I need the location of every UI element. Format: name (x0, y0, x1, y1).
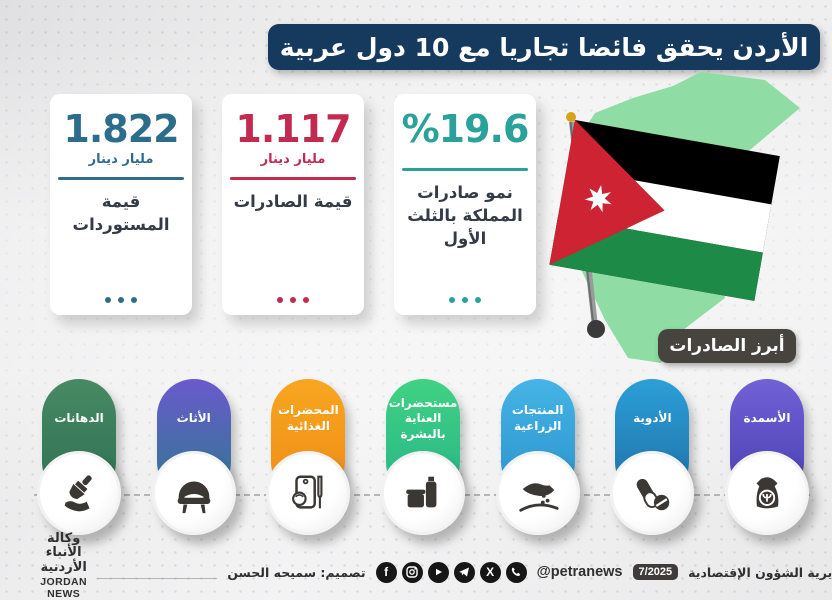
agricultural-products-label: المنتجات الزراعية (511, 403, 564, 433)
hand-seeds-icon (519, 483, 559, 512)
top-exports-badge: أبرز الصادرات (658, 329, 796, 363)
jordan-flag (549, 119, 780, 301)
exports-row: الأسمدة الأدوية (26, 379, 820, 555)
exports-stat-card: 1.117 مليار دينار قيمة الصادرات (222, 94, 364, 315)
facebook-icon[interactable]: f (375, 561, 397, 583)
export-item-furniture: الأثاث (141, 379, 247, 555)
top-exports-badge-label: أبرز الصادرات (669, 336, 785, 356)
instagram-icon[interactable] (401, 561, 423, 583)
agency-logo: وكالة الأنباء الأردنية JORDAN NEWS AGENC… (40, 530, 88, 600)
furniture-icon-circle (151, 451, 236, 535)
export-item-medicines: الأدوية (599, 379, 705, 555)
youtube-icon[interactable] (427, 561, 449, 583)
telegram-icon[interactable] (453, 561, 475, 583)
export-item-fertilizers: الأسمدة (714, 379, 820, 555)
cutting-board-icon (292, 475, 323, 509)
divider (402, 167, 528, 171)
pills-icon (637, 478, 670, 511)
exports-value: 1.117 (235, 107, 351, 151)
design-credit: تصميم: سميحه الحسن (227, 564, 366, 580)
divider (230, 176, 356, 180)
title-banner: الأردن يحقق فائضا تجاريا مع 10 دول عربية (268, 24, 820, 70)
medicines-icon-circle (610, 451, 695, 535)
export-item-skin-care: مستحضرات العناية بالبشرة (370, 379, 476, 555)
agency-name-arabic: وكالة الأنباء الأردنية (40, 530, 87, 576)
paints-label: الدهانات (54, 411, 104, 426)
footer-divider-line (97, 577, 218, 579)
seven-pointed-star (584, 185, 612, 213)
skin-care-icon-circle (381, 451, 466, 535)
exports-unit: مليار دينار (260, 151, 326, 167)
page-title: الأردن يحقق فائضا تجاريا مع 10 دول عربية (279, 32, 809, 62)
fertilizers-label: الأسمدة (743, 411, 791, 426)
furniture-label: الأثاث (176, 411, 211, 426)
fertilizer-sack-icon (756, 477, 779, 509)
dots-ornament (449, 289, 481, 303)
whatsapp-icon[interactable] (505, 561, 527, 583)
skin-care-label: مستحضرات العناية بالبشرة (388, 395, 458, 441)
fertilizers-icon-circle (725, 451, 809, 535)
export-item-food-preparations: المحضرات الغذائية (255, 379, 361, 555)
footer: وكالة الأنباء الأردنية JORDAN NEWS AGENC… (12, 531, 832, 600)
stats-row: 1.822 مليار دينار قيمة المستوردات 1.117 … (50, 94, 536, 315)
social-icons-row: f X (375, 561, 527, 583)
dots-ornament (277, 289, 309, 303)
exports-label: قيمة الصادرات (233, 191, 353, 211)
jordan-map-flag-illustration (549, 72, 800, 363)
skincare-icon (406, 476, 437, 508)
divider (58, 176, 184, 180)
armchair-icon (177, 481, 211, 514)
paints-icon-circle (37, 451, 122, 535)
export-item-paints: الدهانات (26, 379, 132, 555)
imports-unit: مليار دينار (88, 151, 154, 167)
x-icon[interactable]: X (479, 561, 501, 583)
medicines-label: الأدوية (633, 411, 672, 426)
growth-value: %19.6 (401, 107, 530, 151)
growth-stat-card: %19.6 نمو صادرات المملكة بالثلث الأول (394, 94, 536, 315)
imports-stat-card: 1.822 مليار دينار قيمة المستوردات (50, 94, 192, 315)
growth-label: نمو صادرات المملكة بالثلث الأول (407, 182, 523, 249)
social-handle[interactable]: @petranews (536, 564, 623, 580)
food-preparations-label: المحضرات الغذائية (277, 403, 339, 433)
dots-ornament (105, 289, 137, 303)
pole-base (587, 320, 605, 338)
imports-value: 1.822 (63, 107, 179, 151)
export-item-agricultural-products: المنتجات الزراعية (485, 379, 591, 555)
agency-name-english: JORDAN NEWS AGENCY (40, 576, 88, 600)
imports-label: قيمة المستوردات (72, 191, 170, 234)
date-badge: 7/2025 (632, 564, 679, 580)
pole-finial (566, 112, 576, 122)
food-preparations-icon-circle (266, 451, 351, 535)
department-name: مديرية الشؤون الإقتصادية (688, 564, 832, 580)
agricultural-products-icon-circle (495, 451, 580, 535)
paint-brush-icon (64, 475, 92, 512)
